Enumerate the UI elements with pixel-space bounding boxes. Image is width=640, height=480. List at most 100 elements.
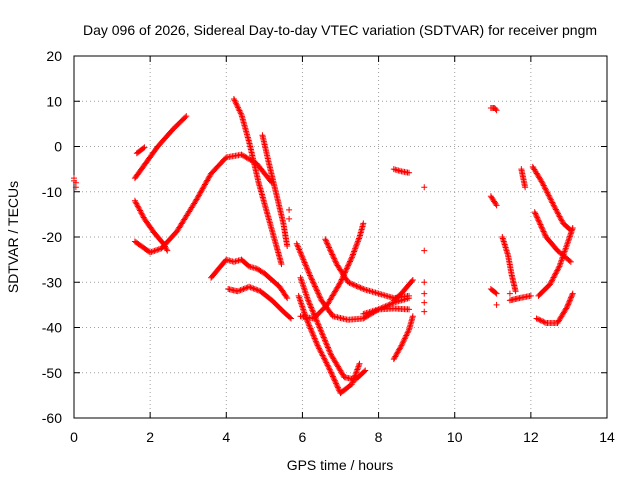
data-point bbox=[307, 325, 314, 332]
data-point bbox=[564, 240, 571, 247]
data-point bbox=[541, 231, 548, 238]
data-point bbox=[552, 270, 559, 277]
x-tick-labels: 0 2 4 6 8 10 12 14 bbox=[70, 429, 615, 445]
data-point bbox=[562, 246, 569, 253]
data-point bbox=[345, 261, 352, 268]
data-point bbox=[352, 244, 359, 251]
data-point bbox=[421, 290, 428, 297]
data-point bbox=[350, 249, 357, 256]
data-point bbox=[358, 285, 365, 292]
data-point bbox=[527, 292, 534, 299]
data-point bbox=[536, 220, 543, 227]
data-point bbox=[328, 370, 335, 377]
x-tick-label: 0 bbox=[70, 429, 78, 445]
x-tick-label: 2 bbox=[146, 429, 154, 445]
data-point bbox=[230, 95, 237, 102]
data-point bbox=[532, 211, 539, 218]
data-point bbox=[553, 207, 560, 214]
data-point bbox=[316, 324, 323, 331]
data-point bbox=[299, 255, 306, 262]
data-point bbox=[334, 384, 341, 391]
data-point bbox=[296, 247, 303, 254]
data-point bbox=[313, 339, 320, 346]
data-point bbox=[557, 258, 564, 265]
data-point bbox=[331, 376, 338, 383]
data-point bbox=[406, 292, 413, 299]
data-point bbox=[355, 363, 362, 370]
data-point bbox=[294, 242, 301, 249]
data-point bbox=[385, 302, 392, 309]
data-point bbox=[317, 325, 324, 332]
data-point bbox=[549, 200, 556, 207]
data-point bbox=[236, 107, 243, 114]
data-point bbox=[542, 186, 549, 193]
y-axis-title: SDTVAR / TECUs bbox=[5, 181, 21, 293]
data-point bbox=[317, 348, 324, 355]
data-point bbox=[312, 283, 319, 290]
data-point bbox=[322, 237, 329, 244]
data-point bbox=[134, 201, 141, 208]
data-point bbox=[333, 381, 340, 388]
data-point bbox=[298, 277, 305, 284]
data-point bbox=[540, 228, 547, 235]
data-point bbox=[237, 110, 244, 117]
data-point bbox=[251, 286, 258, 293]
data-point bbox=[324, 241, 331, 248]
data-point bbox=[295, 245, 302, 252]
chart-title: Day 096 of 2026, Sidereal Day-to-day VTE… bbox=[83, 22, 597, 38]
data-point bbox=[232, 98, 239, 105]
data-point bbox=[548, 278, 555, 285]
data-point bbox=[506, 290, 513, 297]
data-point bbox=[492, 289, 499, 296]
data-point bbox=[299, 253, 306, 260]
data-point bbox=[547, 280, 554, 287]
data-point bbox=[329, 372, 336, 379]
data-point bbox=[311, 334, 318, 341]
data-point bbox=[250, 285, 257, 292]
data-point bbox=[320, 353, 327, 360]
data-point bbox=[545, 192, 552, 199]
data-point bbox=[253, 286, 260, 293]
data-point bbox=[352, 282, 359, 289]
data-point bbox=[568, 293, 575, 300]
data-point bbox=[286, 314, 293, 321]
data-point bbox=[315, 321, 322, 328]
data-point bbox=[319, 331, 326, 338]
data-point bbox=[308, 328, 315, 335]
data-point bbox=[245, 262, 252, 269]
data-point bbox=[532, 210, 539, 217]
data-point bbox=[238, 286, 245, 293]
data-point bbox=[233, 101, 240, 108]
data-point bbox=[326, 366, 333, 373]
data-point bbox=[550, 274, 557, 281]
data-point bbox=[299, 303, 306, 310]
data-point bbox=[492, 201, 499, 208]
data-point bbox=[337, 279, 344, 286]
data-point bbox=[314, 287, 321, 294]
data-point bbox=[325, 243, 332, 250]
data-point bbox=[533, 315, 540, 322]
data-point bbox=[248, 284, 255, 291]
data-point bbox=[328, 250, 335, 257]
data-point bbox=[318, 351, 325, 358]
data-point bbox=[295, 292, 302, 299]
x-tick-label: 8 bbox=[375, 429, 383, 445]
data-point bbox=[565, 301, 572, 308]
data-point bbox=[311, 282, 318, 289]
data-point bbox=[235, 104, 242, 111]
data-point bbox=[539, 181, 546, 188]
data-point bbox=[350, 376, 357, 383]
data-point bbox=[298, 300, 305, 307]
data-point bbox=[305, 297, 312, 304]
data-point bbox=[296, 295, 303, 302]
data-point bbox=[301, 286, 308, 293]
data-point bbox=[409, 276, 416, 283]
data-point bbox=[362, 367, 369, 374]
data-point bbox=[541, 183, 548, 190]
data-point bbox=[401, 336, 408, 343]
data-point bbox=[321, 355, 328, 362]
data-point bbox=[354, 366, 361, 373]
data-point bbox=[547, 195, 554, 202]
data-point bbox=[247, 284, 254, 291]
y-tick-label: -10 bbox=[42, 184, 62, 200]
